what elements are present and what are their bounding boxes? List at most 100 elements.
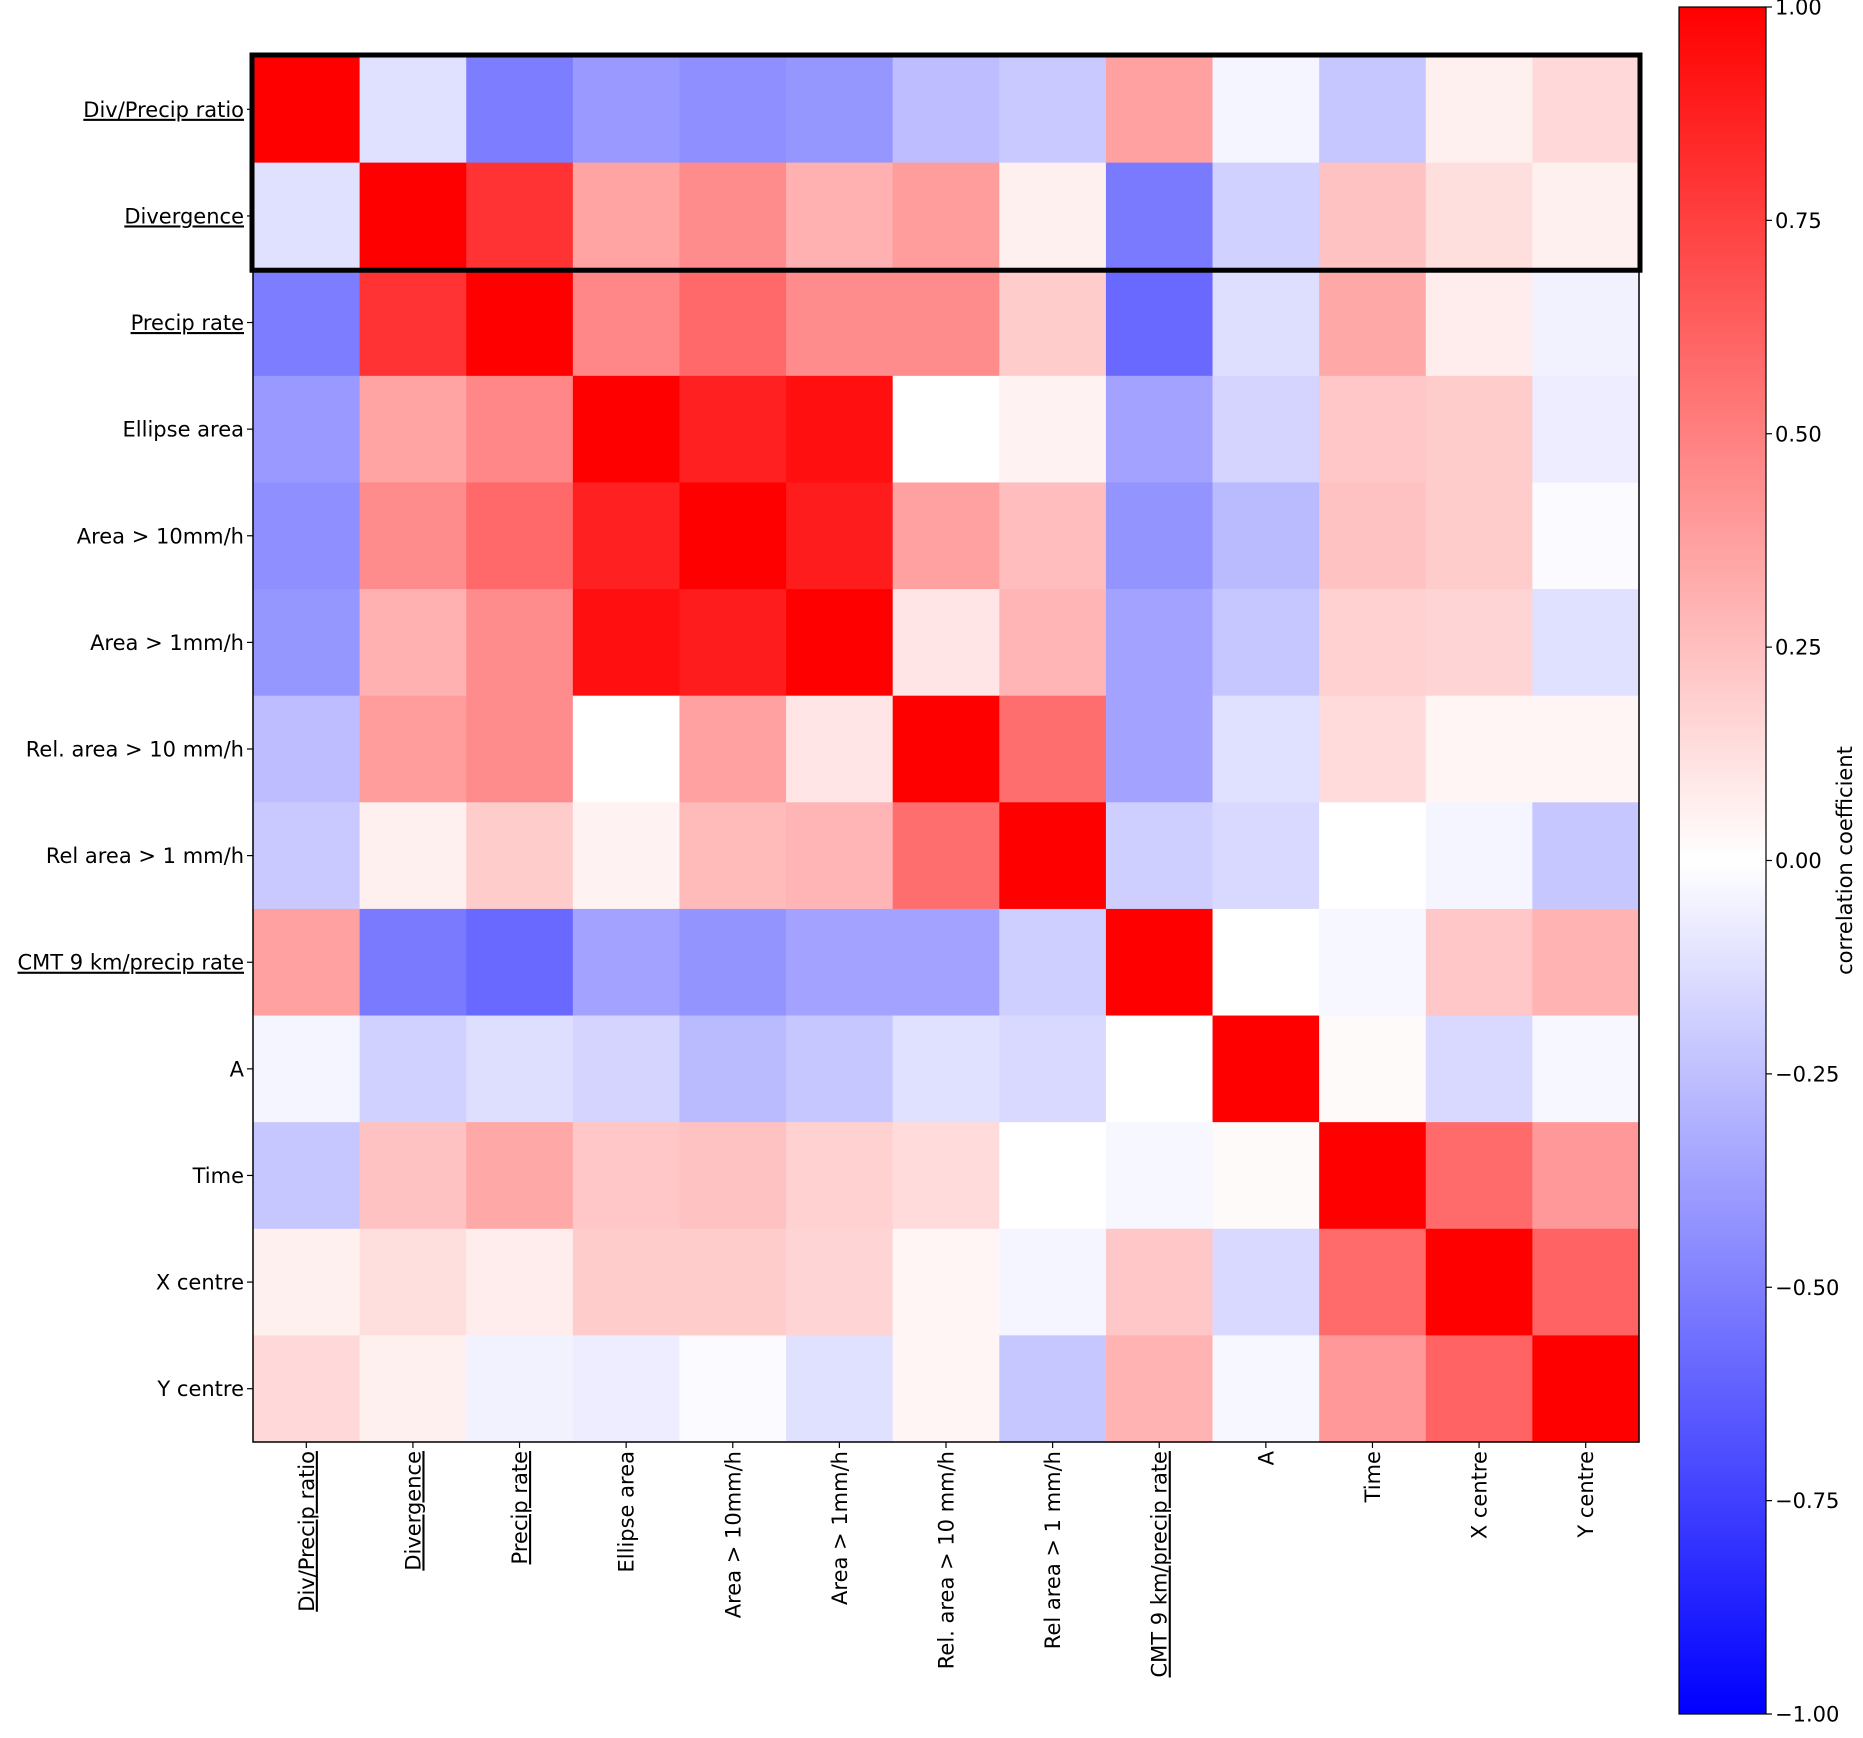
heatmap-cell-divergence-x-area-10mm-h — [679, 162, 787, 270]
heatmap-cell-rel-area-10-mm-h-x-y-centre — [1532, 695, 1640, 803]
heatmap-cell-precip-rate-x-time — [1319, 269, 1427, 377]
heatmap-cell-rel-area-10-mm-h-x-area-1mm-h — [786, 695, 894, 803]
heatmap-cell-time-x-cmt-9-km-precip-rate — [1105, 1122, 1214, 1230]
heatmap-cell-rel-area-1-mm-h-x-precip-rate — [466, 802, 574, 910]
heatmap-cell-cmt-9-km-precip-rate-x-ellipse-area — [572, 908, 681, 1017]
heatmap-cell-ellipse-area-x-rel-area-1-mm-h — [999, 375, 1107, 484]
heatmap-cell-precip-rate-x-cmt-9-km-precip-rate — [1105, 269, 1214, 377]
heatmap-cell-time-x-a — [1212, 1122, 1320, 1230]
heatmap-cell-area-10mm-h-x-area-10mm-h — [679, 482, 787, 590]
heatmap-cell-x-centre-x-a — [1212, 1228, 1320, 1336]
heatmap-cell-ellipse-area-x-div-precip-ratio — [253, 375, 361, 484]
x-label-y-centre: Y centre — [1574, 1451, 1598, 1539]
heatmap-cell-x-centre-x-divergence — [359, 1228, 467, 1336]
heatmap-cell-div-precip-ratio-x-rel-area-1-mm-h — [999, 56, 1107, 164]
heatmap-cell-a-x-time — [1319, 1015, 1427, 1123]
heatmap-cell-divergence-x-area-1mm-h — [786, 162, 894, 270]
heatmap-cell-y-centre-x-y-centre — [1532, 1335, 1640, 1443]
heatmap-cell-div-precip-ratio-x-ellipse-area — [572, 56, 681, 164]
heatmap-cell-area-1mm-h-x-cmt-9-km-precip-rate — [1105, 589, 1214, 697]
heatmap-cell-rel-area-1-mm-h-x-y-centre — [1532, 802, 1640, 910]
heatmap-cell-divergence-x-precip-rate — [466, 162, 574, 270]
heatmap-cell-y-centre-x-rel-area-10-mm-h — [892, 1335, 1000, 1443]
y-label-precip-rate: Precip rate — [131, 311, 244, 335]
heatmap-cell-a-x-ellipse-area — [572, 1015, 681, 1123]
heatmap-cell-ellipse-area-x-area-1mm-h — [786, 375, 894, 484]
heatmap-cell-rel-area-1-mm-h-x-area-10mm-h — [679, 802, 787, 910]
heatmap-cell-area-10mm-h-x-y-centre — [1532, 482, 1640, 590]
heatmap-cell-precip-rate-x-y-centre — [1532, 269, 1640, 377]
heatmap-cell-y-centre-x-x-centre — [1425, 1335, 1533, 1443]
heatmap-cell-a-x-cmt-9-km-precip-rate — [1105, 1015, 1214, 1123]
heatmap-cell-div-precip-ratio-x-cmt-9-km-precip-rate — [1105, 56, 1214, 164]
heatmap-cell-a-x-a — [1212, 1015, 1320, 1123]
heatmap-cell-x-centre-x-cmt-9-km-precip-rate — [1105, 1228, 1214, 1336]
heatmap-cell-cmt-9-km-precip-rate-x-area-10mm-h — [679, 908, 787, 1017]
heatmap-cell-area-10mm-h-x-a — [1212, 482, 1320, 590]
heatmap-cell-divergence-x-time — [1319, 162, 1427, 270]
heatmap-cell-rel-area-10-mm-h-x-rel-area-1-mm-h — [999, 695, 1107, 803]
heatmap-cell-divergence-x-y-centre — [1532, 162, 1640, 270]
heatmap-cell-a-x-x-centre — [1425, 1015, 1533, 1123]
heatmap-cell-rel-area-10-mm-h-x-precip-rate — [466, 695, 574, 803]
heatmap-cell-area-1mm-h-x-div-precip-ratio — [253, 589, 361, 697]
heatmap-cell-area-10mm-h-x-rel-area-10-mm-h — [892, 482, 1000, 590]
heatmap-cell-rel-area-10-mm-h-x-ellipse-area — [572, 695, 681, 803]
heatmap-cell-precip-rate-x-rel-area-1-mm-h — [999, 269, 1107, 377]
heatmap-cell-area-1mm-h-x-x-centre — [1425, 589, 1533, 697]
heatmap-cell-div-precip-ratio-x-time — [1319, 56, 1427, 164]
heatmap-cell-rel-area-1-mm-h-x-x-centre — [1425, 802, 1533, 910]
heatmap-cell-ellipse-area-x-time — [1319, 375, 1427, 484]
heatmap-cell-a-x-rel-area-10-mm-h — [892, 1015, 1000, 1123]
colorbar-tick-label: 0.00 — [1775, 849, 1822, 873]
heatmap-cells — [253, 56, 1640, 1443]
x-label-x-centre: X centre — [1468, 1451, 1492, 1539]
x-label-time: Time — [1361, 1451, 1385, 1503]
heatmap-cell-area-10mm-h-x-rel-area-1-mm-h — [999, 482, 1107, 590]
heatmap-cell-div-precip-ratio-x-rel-area-10-mm-h — [892, 56, 1000, 164]
heatmap-cell-div-precip-ratio-x-a — [1212, 56, 1320, 164]
heatmap-cell-rel-area-1-mm-h-x-time — [1319, 802, 1427, 910]
heatmap-cell-area-1mm-h-x-y-centre — [1532, 589, 1640, 697]
heatmap-cell-a-x-area-1mm-h — [786, 1015, 894, 1123]
heatmap-cell-ellipse-area-x-precip-rate — [466, 375, 574, 484]
heatmap-cell-cmt-9-km-precip-rate-x-div-precip-ratio — [253, 908, 361, 1017]
x-label-cmt-9-km-precip-rate: CMT 9 km/precip rate — [1148, 1451, 1172, 1677]
colorbar-ticks: 1.00 0.75 0.50 0.25 0.00 −0.25 −0.50 −0.75 −1.00 — [1766, 0, 1839, 1727]
y-label-y-centre: Y centre — [156, 1377, 244, 1401]
heatmap-cell-div-precip-ratio-x-area-1mm-h — [786, 56, 894, 164]
heatmap-cell-x-centre-x-div-precip-ratio — [253, 1228, 361, 1336]
heatmap-cell-time-x-area-10mm-h — [679, 1122, 787, 1230]
heatmap-cell-rel-area-1-mm-h-x-cmt-9-km-precip-rate — [1105, 802, 1214, 910]
heatmap-cell-area-10mm-h-x-cmt-9-km-precip-rate — [1105, 482, 1214, 590]
heatmap-cell-x-centre-x-rel-area-1-mm-h — [999, 1228, 1107, 1336]
heatmap-cell-cmt-9-km-precip-rate-x-y-centre — [1532, 908, 1640, 1017]
heatmap-cell-cmt-9-km-precip-rate-x-rel-area-1-mm-h — [999, 908, 1107, 1017]
heatmap-cell-area-10mm-h-x-precip-rate — [466, 482, 574, 590]
colorbar-tick-label: −1.00 — [1775, 1703, 1839, 1727]
heatmap-cell-divergence-x-a — [1212, 162, 1320, 270]
heatmap-cell-rel-area-1-mm-h-x-div-precip-ratio — [253, 802, 361, 910]
heatmap-cell-precip-rate-x-ellipse-area — [572, 269, 681, 377]
heatmap-cell-x-centre-x-area-10mm-h — [679, 1228, 787, 1336]
heatmap-cell-precip-rate-x-div-precip-ratio — [253, 269, 361, 377]
heatmap-cell-a-x-div-precip-ratio — [253, 1015, 361, 1123]
colorbar-tick-label: −0.50 — [1775, 1276, 1839, 1300]
heatmap-cell-y-centre-x-rel-area-1-mm-h — [999, 1335, 1107, 1443]
heatmap-cell-cmt-9-km-precip-rate-x-area-1mm-h — [786, 908, 894, 1017]
x-label-area-10mm-h: Area > 10mm/h — [721, 1451, 745, 1618]
heatmap-cell-area-10mm-h-x-div-precip-ratio — [253, 482, 361, 590]
heatmap-cell-rel-area-10-mm-h-x-x-centre — [1425, 695, 1533, 803]
heatmap-cell-rel-area-10-mm-h-x-div-precip-ratio — [253, 695, 361, 803]
x-label-ellipse-area: Ellipse area — [615, 1451, 639, 1572]
heatmap-cell-cmt-9-km-precip-rate-x-x-centre — [1425, 908, 1533, 1017]
heatmap-cell-y-centre-x-a — [1212, 1335, 1320, 1443]
heatmap-cell-divergence-x-divergence — [359, 162, 467, 270]
y-label-area-10mm-h: Area > 10mm/h — [77, 524, 244, 548]
heatmap-cell-divergence-x-div-precip-ratio — [253, 162, 361, 270]
heatmap-cell-rel-area-10-mm-h-x-a — [1212, 695, 1320, 803]
heatmap-cell-y-centre-x-ellipse-area — [572, 1335, 681, 1443]
heatmap-cell-ellipse-area-x-cmt-9-km-precip-rate — [1105, 375, 1214, 484]
heatmap-cell-rel-area-1-mm-h-x-a — [1212, 802, 1320, 910]
